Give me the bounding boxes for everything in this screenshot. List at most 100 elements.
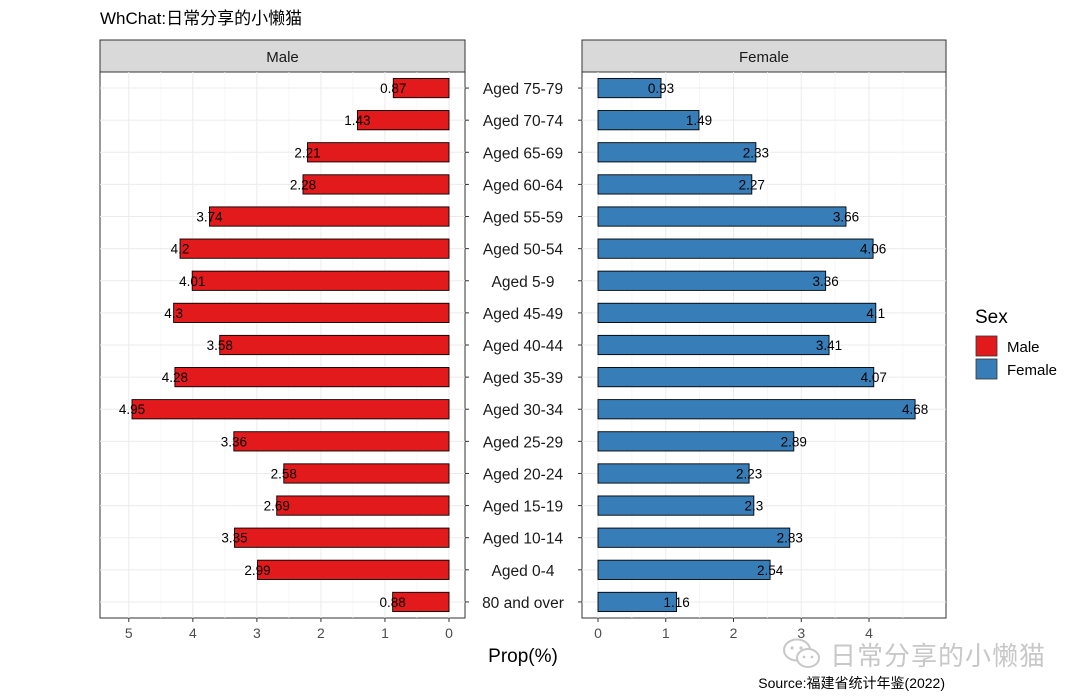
category-label-aged-40-44: Aged 40-44 xyxy=(483,338,564,355)
female-value-label: 3.41 xyxy=(816,338,842,353)
category-label-aged-65-69: Aged 65-69 xyxy=(483,145,563,162)
female-bar-aged-0-4 xyxy=(597,559,771,580)
female-value-label: 3.66 xyxy=(833,210,859,225)
female-strip-label: Female xyxy=(739,49,789,66)
female-value-label: 4.1 xyxy=(866,306,885,321)
male-x-tick-label: 1 xyxy=(381,625,389,641)
female-bar-aged-35-39 xyxy=(597,367,875,388)
female-value-label: 0.93 xyxy=(648,81,674,96)
female-value-label: 2.54 xyxy=(757,563,784,578)
category-label-aged-75-79: Aged 75-79 xyxy=(483,81,563,98)
legend: Sex Male Female xyxy=(975,307,1057,380)
female-value-label: 2.89 xyxy=(781,434,807,449)
female-x-tick-label: 3 xyxy=(797,625,805,641)
category-label-aged-35-39: Aged 35-39 xyxy=(483,370,563,387)
male-value-label: 2.21 xyxy=(294,145,320,160)
male-x-tick-label: 3 xyxy=(253,625,261,641)
legend-title: Sex xyxy=(975,307,1008,328)
male-bar-aged-45-49 xyxy=(173,302,450,323)
male-bar-aged-55-59 xyxy=(209,206,450,227)
female-bar-80-and-over xyxy=(597,591,678,613)
female-value-label: 2.27 xyxy=(739,177,765,192)
male-value-label: 4.2 xyxy=(171,242,190,257)
female-bar-aged-30-34 xyxy=(597,399,916,420)
female-value-label: 4.07 xyxy=(861,370,887,385)
male-value-labels: 0.87 1.43 2.21 2.28 3.74 4.2 4.01 4.3 3.58 4.28 4.… xyxy=(119,81,407,610)
legend-label-female: Female xyxy=(1007,362,1057,379)
male-value-label: 2.99 xyxy=(244,563,270,578)
female-value-label: 4.06 xyxy=(860,242,886,257)
male-bar-aged-10-14 xyxy=(234,527,450,548)
female-value-label: 1.16 xyxy=(663,595,689,610)
female-x-tick-label: 4 xyxy=(865,625,873,641)
male-x-axis: 5 4 3 2 1 0 xyxy=(125,618,453,641)
chart-title: WhChat:日常分享的小懒猫 xyxy=(100,9,302,28)
male-value-label: 3.36 xyxy=(221,434,247,449)
male-bar-aged-75-79 xyxy=(392,77,450,99)
female-x-tick-label: 0 xyxy=(594,625,602,641)
legend-label-male: Male xyxy=(1007,339,1040,356)
female-bar-aged-45-49 xyxy=(597,302,877,323)
male-value-label: 2.69 xyxy=(264,499,290,514)
female-bar-aged-65-69 xyxy=(597,142,757,163)
male-bar-aged-5-9 xyxy=(191,270,450,291)
category-label-aged-5-9: Aged 5-9 xyxy=(492,274,555,291)
male-bar-aged-50-54 xyxy=(179,238,450,259)
female-value-label: 4.68 xyxy=(902,402,928,417)
male-x-tick-label: 5 xyxy=(125,625,133,641)
legend-swatch-male xyxy=(975,335,998,357)
female-bar-aged-50-54 xyxy=(597,238,874,259)
legend-swatch-female xyxy=(975,358,998,380)
male-bar-aged-20-24 xyxy=(283,463,450,484)
male-bar-aged-65-69 xyxy=(307,142,450,163)
male-value-label: 1.43 xyxy=(344,113,370,128)
wechat-icon xyxy=(783,638,820,668)
female-bar-aged-70-74 xyxy=(597,110,700,131)
female-value-label: 2.33 xyxy=(743,145,769,160)
category-label-aged-60-64: Aged 60-64 xyxy=(483,177,564,194)
watermark-text: 日常分享的小懒猫 xyxy=(830,641,1047,672)
category-label-aged-15-19: Aged 15-19 xyxy=(483,499,563,516)
category-label-aged-10-14: Aged 10-14 xyxy=(483,531,564,548)
watermark: 日常分享的小懒猫 xyxy=(782,636,1046,672)
male-value-label: 0.88 xyxy=(380,595,406,610)
female-value-labels: 0.93 1.49 2.33 2.27 3.66 4.06 3.36 4.1 3.41 4.07 4… xyxy=(648,81,928,610)
female-x-tick-label: 2 xyxy=(730,625,738,641)
male-bar-aged-60-64 xyxy=(302,174,450,195)
male-value-label: 0.87 xyxy=(380,81,406,96)
male-bar-aged-35-39 xyxy=(174,367,450,388)
male-value-label: 4.3 xyxy=(164,306,183,321)
category-label-80-and-over: 80 and over xyxy=(482,595,564,612)
female-panel: Female 0.93 1.49 2.33 2.27 3.66 4.06 3.36 4.1 3.… xyxy=(581,39,947,641)
male-x-tick-label: 4 xyxy=(189,625,197,641)
male-x-tick-label: 2 xyxy=(317,625,325,641)
male-value-label: 4.95 xyxy=(119,402,145,417)
category-label-aged-0-4: Aged 0-4 xyxy=(492,563,555,580)
male-value-label: 3.74 xyxy=(196,210,223,225)
female-bar-aged-75-79 xyxy=(597,77,662,99)
male-bar-aged-40-44 xyxy=(219,334,450,356)
category-axis: Aged 75-79 Aged 70-74 Aged 65-69 Aged 60-64… xyxy=(465,81,582,612)
category-label-aged-50-54: Aged 50-54 xyxy=(483,242,564,259)
male-value-label: 4.01 xyxy=(179,274,205,289)
female-bar-aged-25-29 xyxy=(597,431,795,452)
female-bar-aged-55-59 xyxy=(597,206,847,227)
male-value-label: 2.58 xyxy=(271,466,297,481)
female-x-axis: 0 1 2 3 4 xyxy=(594,618,873,641)
category-label-aged-25-29: Aged 25-29 xyxy=(483,434,563,451)
category-label-aged-45-49: Aged 45-49 xyxy=(483,306,563,323)
female-value-label: 1.49 xyxy=(686,113,712,128)
female-bar-aged-15-19 xyxy=(597,495,755,516)
female-bars xyxy=(597,77,916,613)
male-bar-80-and-over xyxy=(392,591,450,613)
female-value-label: 3.36 xyxy=(813,274,839,289)
male-value-label: 2.28 xyxy=(290,177,316,192)
male-bar-aged-0-4 xyxy=(257,559,450,580)
female-bar-aged-60-64 xyxy=(597,174,753,195)
male-value-label: 3.58 xyxy=(207,338,233,353)
category-label-aged-30-34: Aged 30-34 xyxy=(483,402,564,419)
female-bar-aged-5-9 xyxy=(597,270,827,291)
x-axis-title: Prop(%) xyxy=(488,646,558,667)
male-value-label: 3.35 xyxy=(221,531,247,546)
male-bar-aged-15-19 xyxy=(276,495,450,516)
